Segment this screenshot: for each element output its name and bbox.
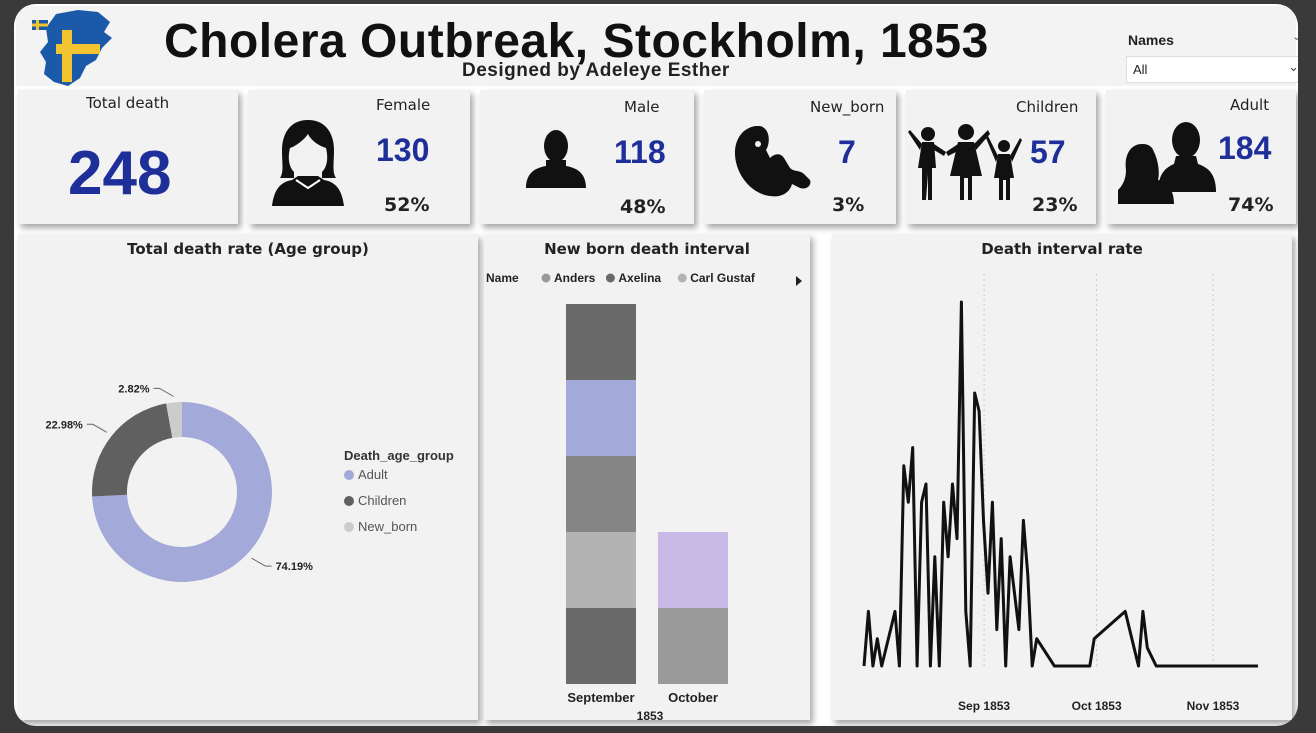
header: Cholera Outbreak, Stockholm, 1853 Design… <box>16 6 1298 86</box>
children-pct: 23% <box>1032 194 1078 216</box>
chevron-down-icon[interactable]: ⌄ <box>1288 60 1298 75</box>
bar-segment[interactable] <box>566 532 636 608</box>
children-value: 57 <box>1030 134 1066 170</box>
total-death-card: Total death 248 <box>18 90 238 224</box>
legend-scroll-right-icon[interactable] <box>796 276 802 286</box>
donut-slice-new-born[interactable] <box>166 402 182 438</box>
donut-chart-title: Total death rate (Age group) <box>127 240 369 258</box>
donut-legend-item[interactable]: Children <box>358 493 406 508</box>
bar-x-tick-label: October <box>668 690 718 705</box>
donut-leader-line <box>251 557 272 567</box>
legend-marker <box>677 273 687 283</box>
donut-leader-line <box>86 423 108 433</box>
adult-pct: 74% <box>1228 194 1274 216</box>
bar-x-group-label: 1853 <box>637 709 664 720</box>
names-slicer-value: All <box>1133 62 1148 77</box>
newborn-value: 7 <box>838 134 856 170</box>
donut-slice-children[interactable] <box>92 403 173 497</box>
bar-segment[interactable] <box>566 304 636 380</box>
donut-data-label: 2.82% <box>118 383 149 395</box>
line-x-tick-label: Sep 1853 <box>958 699 1010 713</box>
bar-segment[interactable] <box>566 380 636 456</box>
legend-marker <box>605 273 615 283</box>
total-death-value: 248 <box>68 139 172 208</box>
newborn-interval-panel: New born death interval Name Anders Axeli… <box>484 234 810 720</box>
bar-segment[interactable] <box>566 456 636 532</box>
female-silhouette-icon <box>272 120 344 206</box>
bar-legend-item[interactable]: Anders <box>554 271 596 285</box>
line-x-tick-label: Nov 1853 <box>1187 699 1240 713</box>
bar-segment[interactable] <box>566 608 636 684</box>
legend-marker <box>541 273 551 283</box>
legend-marker <box>344 470 354 480</box>
bar-x-tick-label: September <box>567 690 634 705</box>
sweden-map-logo <box>32 10 112 86</box>
donut-legend-item[interactable]: New_born <box>358 519 417 534</box>
male-silhouette-icon <box>526 130 586 188</box>
page-title: Cholera Outbreak, Stockholm, 1853 <box>164 15 989 68</box>
card-label: Adult <box>1230 96 1270 114</box>
donut-leader-line <box>153 387 174 397</box>
bar-legend-title: Name <box>486 271 519 285</box>
card-label: Total death <box>86 94 170 112</box>
newborn-silhouette-icon <box>734 126 811 197</box>
chevron-down-icon[interactable]: ⌄ <box>1292 30 1298 43</box>
newborn-card: New_born 7 3% <box>704 90 896 224</box>
children-card: Children 57 23% <box>906 90 1096 224</box>
donut-legend-title: Death_age_group <box>344 448 454 463</box>
bar-segment[interactable] <box>658 608 728 684</box>
card-label: New_born <box>810 98 885 116</box>
age-group-donut-panel: Total death rate (Age group) 74.19% 22.98… <box>18 234 478 720</box>
stacked-bar-chart: Name Anders Axelina Carl Gustaf September O… <box>486 271 802 720</box>
names-slicer-label: Names <box>1128 32 1174 48</box>
donut-legend-item[interactable]: Adult <box>358 467 388 482</box>
line-chart-title: Death interval rate <box>981 240 1143 258</box>
line-chart: Sep 1853 Oct 1853 Nov 1853 <box>862 274 1258 713</box>
donut-chart: 74.19% 22.98% 2.82% Death_age_group Adult C… <box>46 383 454 582</box>
legend-marker <box>344 496 354 506</box>
page-subtitle: Designed by Adeleye Esther <box>462 60 730 81</box>
bar-legend-item[interactable]: Carl Gustaf <box>690 271 756 285</box>
bar-legend-item[interactable]: Axelina <box>618 271 661 285</box>
adult-card: Adult 184 74% <box>1106 90 1296 224</box>
female-pct: 52% <box>384 194 430 216</box>
female-card: Female 130 52% <box>248 90 470 224</box>
names-slicer-dropdown[interactable]: All ⌄ <box>1126 56 1298 83</box>
card-label: Children <box>1016 98 1079 116</box>
donut-data-label: 22.98% <box>46 419 84 431</box>
adult-value: 184 <box>1218 130 1272 166</box>
male-card: Male 118 48% <box>480 90 694 224</box>
adult-couple-silhouette-icon <box>1118 122 1216 204</box>
card-label: Male <box>624 98 660 116</box>
bar-chart-title: New born death interval <box>544 240 750 258</box>
line-x-tick-label: Oct 1853 <box>1072 699 1122 713</box>
children-silhouette-icon <box>908 124 1022 200</box>
legend-marker <box>344 522 354 532</box>
dashboard-frame: Cholera Outbreak, Stockholm, 1853 Design… <box>14 4 1298 726</box>
card-label: Female <box>376 96 431 114</box>
male-value: 118 <box>614 134 666 170</box>
donut-slice-adult[interactable] <box>92 402 272 582</box>
male-pct: 48% <box>620 196 666 218</box>
bar-segment[interactable] <box>658 532 728 608</box>
female-value: 130 <box>376 132 430 168</box>
death-interval-panel: Death interval rate Sep 1853 Oct 1853 Nov … <box>832 234 1292 720</box>
donut-data-label: 74.19% <box>276 561 314 573</box>
newborn-pct: 3% <box>832 194 865 216</box>
death-series-line <box>862 300 1258 668</box>
